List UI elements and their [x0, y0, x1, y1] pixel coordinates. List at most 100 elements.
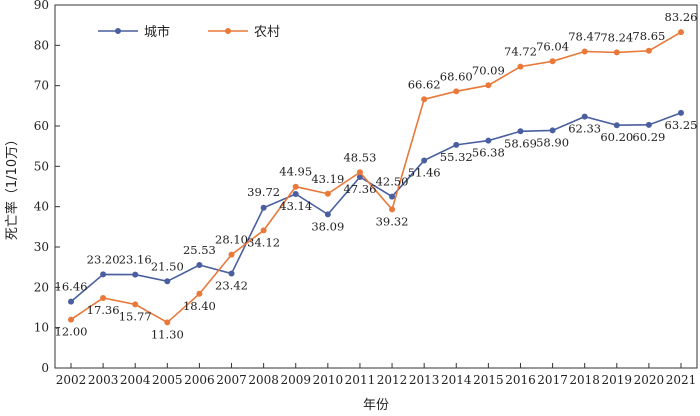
- data-label: 43.14: [279, 199, 312, 213]
- data-label: 18.40: [183, 299, 216, 313]
- data-point: [678, 109, 684, 116]
- x-tick-label: 2011: [345, 373, 376, 387]
- legend-marker: [225, 28, 231, 34]
- data-label: 58.90: [536, 135, 569, 149]
- data-label: 34.12: [247, 235, 280, 249]
- data-point: [485, 137, 492, 144]
- x-tick-label: 2016: [505, 373, 536, 387]
- data-point: [196, 290, 203, 297]
- x-tick-label: 2010: [313, 373, 344, 387]
- data-point: [292, 191, 299, 198]
- data-point: [196, 262, 203, 269]
- data-point: [678, 29, 684, 36]
- data-label: 60.20: [600, 130, 633, 144]
- x-tick-label: 2007: [216, 373, 247, 387]
- data-point: [613, 122, 620, 129]
- data-label: 12.00: [55, 325, 88, 339]
- data-point: [260, 227, 267, 234]
- data-label: 56.38: [472, 146, 505, 160]
- data-point: [228, 270, 235, 277]
- x-tick-label: 2013: [409, 373, 440, 387]
- data-label: 23.16: [119, 253, 152, 267]
- data-point: [645, 121, 652, 128]
- data-point: [453, 88, 460, 95]
- y-axis-title: 死亡率（1/10万）: [4, 133, 20, 240]
- data-label: 58.69: [504, 136, 537, 150]
- x-tick-label: 2005: [152, 373, 183, 387]
- data-label: 11.30: [151, 327, 184, 341]
- data-point: [132, 301, 139, 308]
- data-point: [389, 206, 396, 213]
- data-point: [228, 251, 235, 258]
- data-point: [164, 278, 171, 285]
- data-point: [164, 319, 171, 326]
- data-label: 70.09: [472, 63, 505, 77]
- data-label: 47.36: [343, 182, 376, 196]
- y-tick-label: 20: [34, 280, 49, 294]
- y-tick-label: 0: [41, 361, 49, 375]
- data-point: [389, 193, 396, 200]
- y-tick-label: 90: [34, 0, 49, 12]
- data-label: 68.60: [440, 69, 473, 83]
- x-tick-label: 2021: [666, 373, 697, 387]
- data-labels: 16.46 23.20 23.16 21.50 25.53 23.42 39.7243.14…: [55, 10, 698, 341]
- data-label: 63.25: [665, 118, 698, 132]
- y-tick-label: 30: [34, 240, 49, 254]
- data-label: 17.36: [87, 303, 120, 317]
- x-axis-title: 年份: [363, 398, 389, 413]
- data-point: [421, 157, 428, 164]
- data-label: 42.50: [376, 175, 409, 189]
- data-label: 15.77: [119, 309, 152, 323]
- x-tick-label: 2014: [441, 373, 472, 387]
- data-point: [613, 49, 620, 56]
- x-tick-label: 2002: [56, 373, 87, 387]
- y-tick-label: 10: [34, 321, 49, 335]
- data-label: 43.19: [311, 172, 344, 186]
- data-point: [100, 271, 107, 278]
- legend-marker: [115, 28, 121, 34]
- data-point: [260, 204, 267, 211]
- data-label: 21.50: [151, 259, 184, 273]
- data-point: [292, 183, 299, 190]
- x-tick-label: 2020: [634, 373, 665, 387]
- data-point: [517, 128, 524, 135]
- data-point: [581, 113, 588, 120]
- data-point: [421, 96, 428, 103]
- data-point: [100, 294, 107, 301]
- data-point: [324, 211, 331, 218]
- y-tick-label: 60: [34, 119, 49, 133]
- y-tick-label: 40: [34, 200, 49, 214]
- x-tick-label: 2008: [248, 373, 279, 387]
- data-point: [68, 298, 74, 305]
- data-label: 62.33: [568, 122, 601, 136]
- x-tick-label: 2004: [120, 373, 151, 387]
- y-tick-label: 50: [34, 159, 49, 173]
- data-label: 48.53: [343, 150, 376, 164]
- data-point: [485, 82, 492, 89]
- x-tick-label: 2006: [184, 373, 215, 387]
- data-label: 55.32: [440, 150, 473, 164]
- legend-label: 农村: [254, 25, 280, 40]
- x-tick-label: 2019: [602, 373, 633, 387]
- data-label: 74.72: [504, 45, 537, 59]
- data-label: 23.20: [87, 252, 120, 266]
- x-tick-label: 2015: [473, 373, 504, 387]
- data-label: 51.46: [408, 165, 441, 179]
- data-label: 76.04: [536, 39, 569, 53]
- legend: 城市 农村: [98, 24, 280, 40]
- x-tick-label: 2009: [280, 373, 311, 387]
- data-label: 60.29: [632, 130, 665, 144]
- data-label: 23.42: [215, 279, 248, 293]
- data-point: [324, 190, 331, 197]
- data-label: 39.32: [376, 214, 409, 228]
- data-point: [517, 63, 524, 70]
- x-tick-label: 2017: [537, 373, 568, 387]
- series-line-rural: [70, 31, 682, 324]
- x-tick-label: 2018: [569, 373, 600, 387]
- data-label: 38.09: [311, 219, 344, 233]
- data-point: [356, 169, 363, 176]
- y-tick-label: 70: [34, 79, 49, 93]
- data-point: [356, 173, 363, 180]
- data-point: [68, 316, 74, 323]
